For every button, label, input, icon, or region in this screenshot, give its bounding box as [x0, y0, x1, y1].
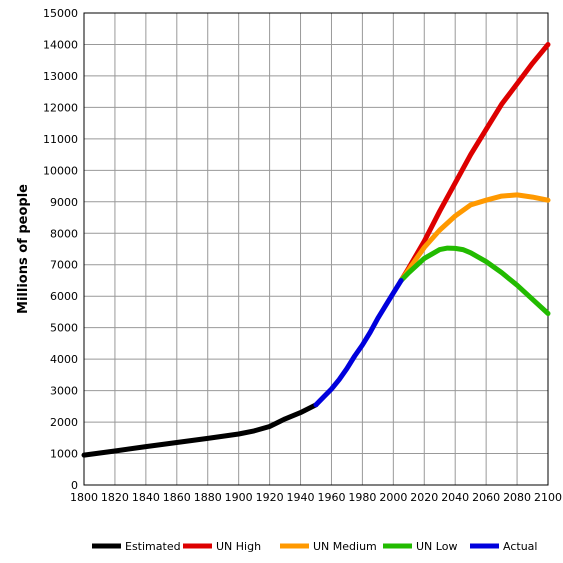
y-tick-label: 8000 — [50, 227, 78, 240]
series-line-un-low — [398, 245, 551, 316]
y-axis-label: Millions of people — [16, 184, 31, 314]
series-line-un-high — [398, 42, 551, 283]
y-tick-label: 1000 — [50, 448, 78, 461]
y-tick-label: 13000 — [43, 70, 78, 83]
x-tick-label: 1900 — [225, 491, 253, 504]
y-tick-label: 3000 — [50, 385, 78, 398]
y-tick-label: 12000 — [43, 101, 78, 114]
x-tick-label: 1820 — [101, 491, 129, 504]
x-tick-label: 2100 — [534, 491, 562, 504]
x-tick-label: 2080 — [503, 491, 531, 504]
x-tick-label: 2020 — [410, 491, 438, 504]
legend-label: Actual — [503, 540, 537, 553]
y-tick-label: 9000 — [50, 196, 78, 209]
x-tick-label: 1880 — [194, 491, 222, 504]
y-tick-label: 11000 — [43, 133, 78, 146]
series-line-estimated — [81, 402, 319, 458]
y-tick-label: 4000 — [50, 353, 78, 366]
y-tick-label: 10000 — [43, 164, 78, 177]
legend: Estimated UN High UN Medium UN Low Actual — [92, 540, 537, 553]
series-line-un-medium — [398, 192, 551, 283]
y-tick-label: 5000 — [50, 322, 78, 335]
y-tick-label: 0 — [71, 479, 78, 492]
y-tick-label: 15000 — [43, 7, 78, 20]
grid — [83, 12, 549, 486]
x-tick-labels: 1800 1820 1840 1860 1880 1900 1920 1940 1960 1980… — [70, 491, 562, 504]
legend-label: UN High — [216, 540, 261, 553]
legend-label: UN Medium — [313, 540, 377, 553]
x-tick-label: 2000 — [379, 491, 407, 504]
x-tick-label: 1800 — [70, 491, 98, 504]
series-line-actual — [313, 278, 404, 408]
y-tick-labels: 0 1000 2000 3000 4000 5000 6000 7000 8000 9000 100… — [43, 7, 78, 492]
x-tick-label: 1860 — [163, 491, 191, 504]
legend-label: Estimated — [125, 540, 181, 553]
x-tick-label: 1980 — [348, 491, 376, 504]
y-tick-label: 2000 — [50, 416, 78, 429]
x-tick-label: 2040 — [441, 491, 469, 504]
x-tick-label: 1960 — [317, 491, 345, 504]
y-tick-label: 6000 — [50, 290, 78, 303]
x-tick-label: 2060 — [472, 491, 500, 504]
legend-label: UN Low — [416, 540, 457, 553]
x-tick-label: 1920 — [256, 491, 284, 504]
y-tick-label: 7000 — [50, 259, 78, 272]
x-tick-label: 1840 — [132, 491, 160, 504]
series-lines — [81, 42, 551, 458]
x-tick-label: 1940 — [287, 491, 315, 504]
y-tick-label: 14000 — [43, 38, 78, 51]
plot-frame — [83, 12, 549, 486]
